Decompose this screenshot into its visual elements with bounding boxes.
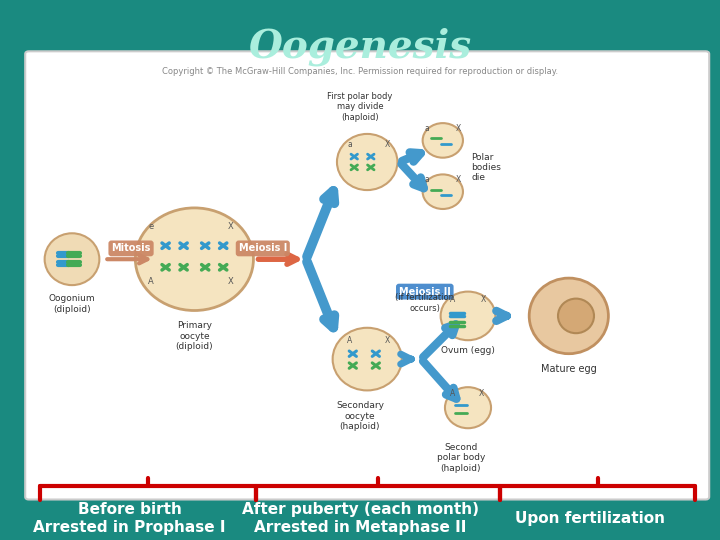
Text: X: X [481, 295, 486, 305]
Text: X: X [228, 276, 233, 286]
Text: Secondary
oocyte
(haploid): Secondary oocyte (haploid) [336, 401, 384, 431]
Text: a: a [347, 140, 352, 149]
Ellipse shape [337, 134, 397, 190]
Text: X: X [479, 389, 484, 398]
Text: Mitosis: Mitosis [112, 244, 150, 253]
Text: First polar body
may divide
(haploid): First polar body may divide (haploid) [328, 92, 392, 122]
Text: X: X [456, 175, 461, 184]
Text: X: X [385, 140, 390, 149]
Ellipse shape [45, 233, 99, 285]
Text: A: A [148, 276, 154, 286]
Text: Meiosis II: Meiosis II [399, 287, 451, 296]
Text: Copyright © The McGraw-Hill Companies, Inc. Permission required for reproduction: Copyright © The McGraw-Hill Companies, I… [162, 68, 558, 77]
Text: X: X [385, 336, 390, 345]
Text: A: A [347, 336, 352, 345]
Text: Ovum (egg): Ovum (egg) [441, 346, 495, 355]
FancyBboxPatch shape [25, 51, 709, 500]
Ellipse shape [445, 387, 491, 428]
Text: Before birth
Arrested in Prophase I: Before birth Arrested in Prophase I [33, 502, 226, 535]
Ellipse shape [441, 292, 495, 340]
Text: A: A [450, 389, 455, 398]
Text: e: e [148, 222, 154, 232]
Text: a: a [425, 175, 430, 184]
Ellipse shape [423, 174, 463, 209]
Text: Upon fertilization: Upon fertilization [516, 511, 665, 526]
Ellipse shape [333, 328, 402, 390]
Text: Meiosis I: Meiosis I [238, 244, 287, 253]
Text: Primary
oocyte
(diploid): Primary oocyte (diploid) [176, 321, 213, 351]
Text: Oogenesis: Oogenesis [248, 27, 472, 65]
Text: a: a [425, 124, 430, 133]
Text: After puberty (each month)
Arrested in Metaphase II: After puberty (each month) Arrested in M… [241, 502, 479, 535]
Text: X: X [228, 222, 233, 232]
Text: (if fertilization
occurs): (if fertilization occurs) [395, 293, 454, 313]
Text: Oogonium
(diploid): Oogonium (diploid) [49, 294, 95, 314]
Text: Polar
bodies
die: Polar bodies die [472, 152, 501, 183]
Text: Mature egg: Mature egg [541, 364, 597, 375]
Text: X: X [456, 124, 461, 133]
Ellipse shape [423, 123, 463, 158]
Text: Second
polar body
(haploid): Second polar body (haploid) [436, 443, 485, 472]
Ellipse shape [558, 299, 594, 333]
Ellipse shape [529, 278, 608, 354]
Ellipse shape [135, 208, 253, 310]
Text: A: A [450, 295, 455, 305]
